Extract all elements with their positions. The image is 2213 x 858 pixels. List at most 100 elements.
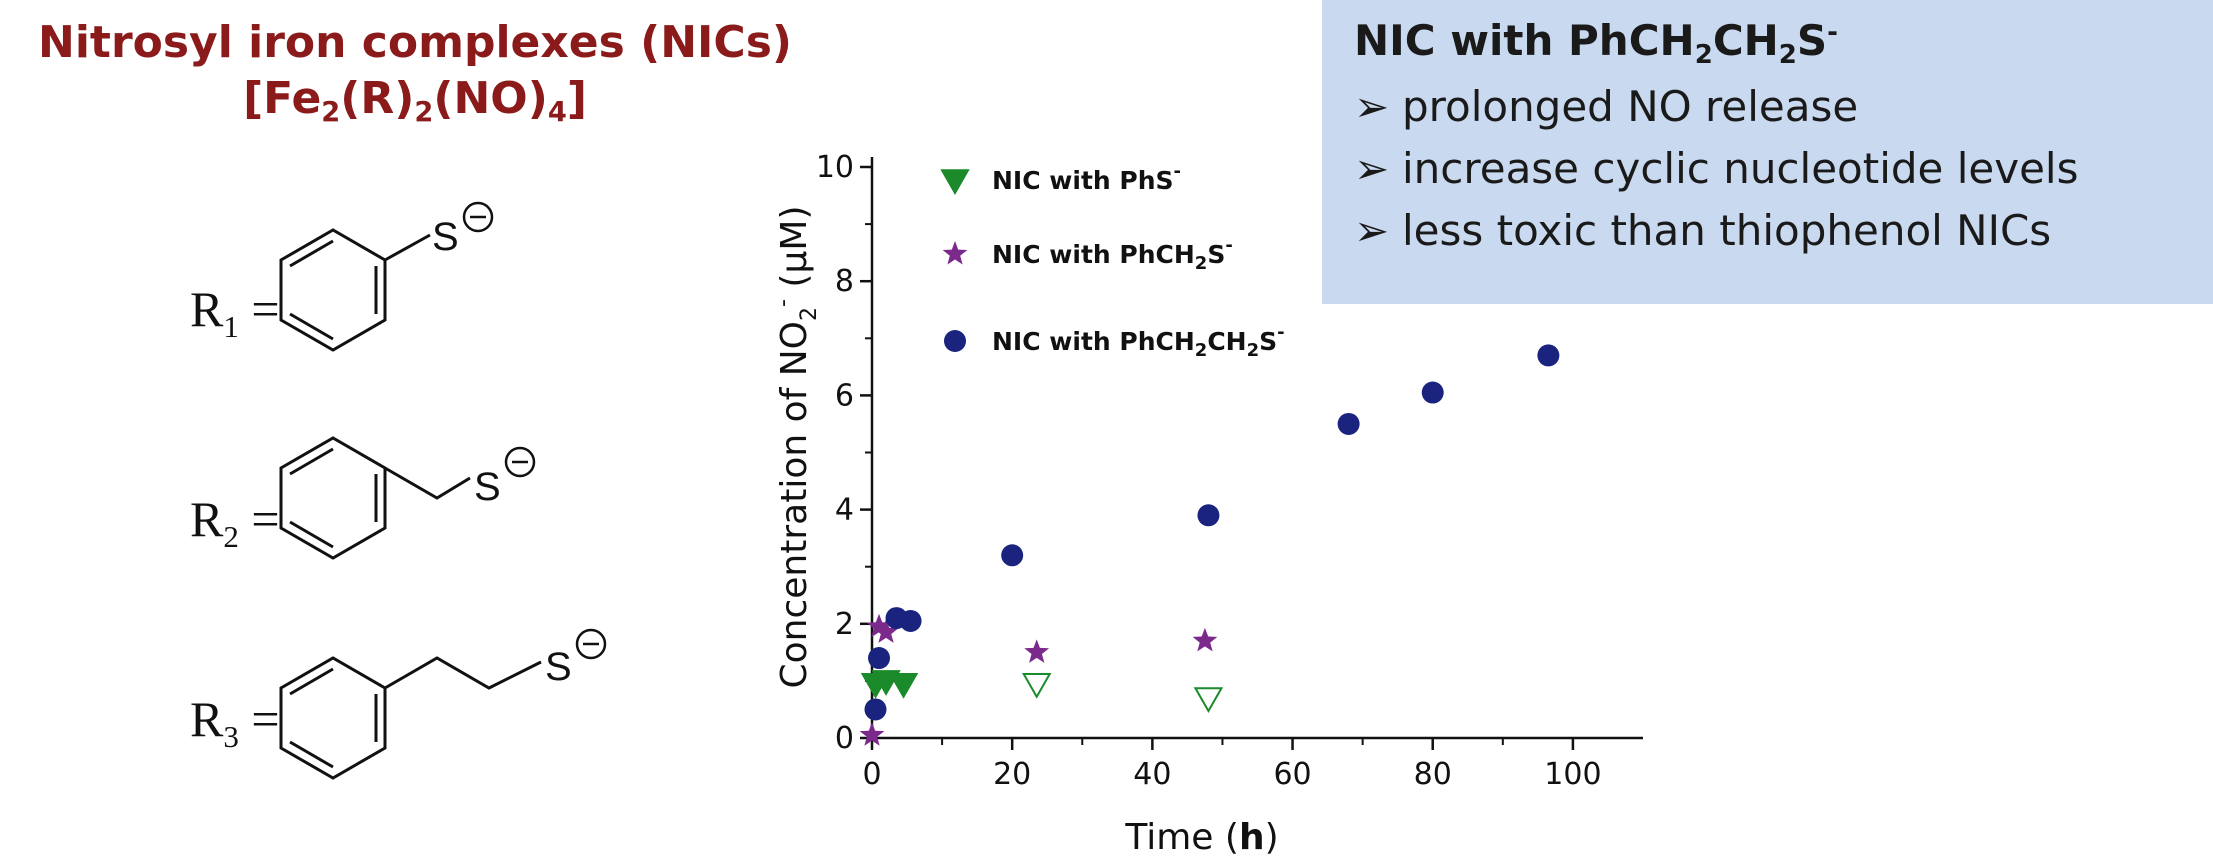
x-tick-label: 100 xyxy=(1544,757,1601,792)
r2-inner-bond-c xyxy=(289,447,334,476)
data-point-series-2 xyxy=(866,613,892,638)
r2-chain xyxy=(384,466,471,500)
x-axis-title-unit: h xyxy=(1239,817,1265,858)
y-tick-label: 10 xyxy=(816,150,854,185)
key-findings-title-sup: - xyxy=(1827,17,1838,48)
finding-item: ➢ prolonged NO release xyxy=(1354,76,2213,138)
r2-benzene-ring xyxy=(279,436,387,560)
legend-label-series-1: NIC with PhS- xyxy=(992,161,1181,195)
chart-marks xyxy=(859,344,1560,746)
key-findings-title: NIC with PhCH2CH2S- xyxy=(1354,16,2213,70)
y-axis-title-sup: - xyxy=(771,299,796,307)
data-point-series-3 xyxy=(1337,412,1360,435)
key-findings-box: NIC with PhCH2CH2S- ➢ prolonged NO releas… xyxy=(1322,0,2213,304)
ligand-r1-sub: 1 xyxy=(223,308,239,344)
ligand-r3-eq: = xyxy=(251,691,280,747)
formula-r-sub: 2 xyxy=(414,97,434,129)
y-axis-title-unit: μM xyxy=(774,220,815,274)
r1-sulfur: S xyxy=(432,215,459,259)
key-findings-title-s: S xyxy=(1796,16,1828,65)
data-point-series-2 xyxy=(1024,639,1050,663)
y-tick-label: 6 xyxy=(835,378,854,413)
legend-label-series-3: NIC with PhCH2CH2S- xyxy=(992,322,1285,361)
y-axis-title-text: Concentration of NO xyxy=(774,321,815,689)
r2-inner-bond-b xyxy=(289,520,334,549)
formula-fe-sub: 2 xyxy=(321,97,341,129)
general-formula: [Fe2(R)2(NO)4] xyxy=(243,73,587,129)
chart-ticks: 0 20 40 60 80 100 0 2 4 6 8 10 xyxy=(816,150,1602,792)
r3-benzene-ring xyxy=(279,656,387,780)
page-title: Nitrosyl iron complexes (NICs) xyxy=(38,17,792,68)
y-axis-title-unit-open: ( xyxy=(774,274,815,300)
r1-negative-charge-icon xyxy=(462,201,494,233)
r1-structure xyxy=(279,228,431,352)
r1-benzene-ring xyxy=(279,228,387,352)
r2-structure xyxy=(279,436,471,560)
r2-sulfur: S xyxy=(474,465,501,509)
ligand-label-r1: R1 = xyxy=(190,280,280,345)
ligand-r2-eq: = xyxy=(251,491,280,547)
finding-item: ➢ increase cyclic nucleotide levels xyxy=(1354,138,2213,200)
r3-inner-bond-b xyxy=(289,740,334,769)
r1-inner-bond-b xyxy=(289,312,334,341)
x-tick-label: 80 xyxy=(1414,757,1452,792)
ligand-r1-eq: = xyxy=(251,281,280,337)
data-point-series-3 xyxy=(868,647,891,670)
finding-text: prolonged NO release xyxy=(1402,81,1859,131)
arrow-bullet-icon: ➢ xyxy=(1354,81,1390,131)
y-tick-label: 4 xyxy=(835,493,854,528)
data-point-series-3 xyxy=(864,698,887,721)
r1-c-s-bond xyxy=(384,233,431,262)
data-point-series-2 xyxy=(873,619,899,643)
x-tick-label: 0 xyxy=(862,757,881,792)
formula-r: (R) xyxy=(340,73,415,124)
formula-fe: Fe xyxy=(263,73,322,124)
key-findings-title-sub1: 2 xyxy=(1694,39,1713,70)
arrow-bullet-icon: ➢ xyxy=(1354,205,1390,255)
ligand-r2-sub: 2 xyxy=(223,518,239,554)
data-point-series-1 xyxy=(888,673,919,699)
r2-negative-charge-icon xyxy=(504,446,536,478)
arrow-bullet-icon: ➢ xyxy=(1354,143,1390,193)
y-tick-label: 0 xyxy=(835,721,854,756)
formula-no-sub: 4 xyxy=(547,97,567,129)
ligand-r3-sub: 3 xyxy=(223,718,239,754)
data-point-series-1 xyxy=(1193,687,1224,714)
y-tick-label: 8 xyxy=(835,264,854,299)
legend-marker-series-1 xyxy=(940,169,970,196)
ligand-label-r2: R2 = xyxy=(190,490,280,555)
x-tick-label: 20 xyxy=(993,757,1031,792)
r3-chain xyxy=(384,656,542,690)
chart-axes xyxy=(870,157,1643,740)
y-axis-title: Concentration of NO2- (μM) xyxy=(771,206,822,689)
ligand-label-r3: R3 = xyxy=(190,690,280,755)
x-tick-label: 60 xyxy=(1273,757,1311,792)
x-tick-label: 40 xyxy=(1133,757,1171,792)
y-axis-title-sub: 2 xyxy=(797,307,822,321)
y-tick-label: 2 xyxy=(835,607,854,642)
data-point-series-3 xyxy=(1001,544,1024,567)
chart-legend: NIC with PhS- NIC with PhCH2S- NIC with Ph… xyxy=(940,161,1285,361)
finding-text: increase cyclic nucleotide levels xyxy=(1402,143,2079,193)
finding-text: less toxic than thiophenol NICs xyxy=(1402,205,2052,255)
r1-inner-bond-c xyxy=(289,239,334,268)
ligand-r1-symbol: R xyxy=(190,281,224,337)
data-point-series-3 xyxy=(1197,504,1220,527)
r3-inner-bond-c xyxy=(289,667,334,696)
formula-no: (NO) xyxy=(433,73,548,124)
r3-negative-charge-icon xyxy=(575,628,607,660)
legend-label-series-2: NIC with PhCH2S- xyxy=(992,235,1233,274)
ligand-structures: S S S xyxy=(279,201,607,780)
key-findings-title-ch: CH xyxy=(1712,16,1779,65)
r3-structure xyxy=(279,656,542,780)
finding-item: ➢ less toxic than thiophenol NICs xyxy=(1354,200,2213,262)
legend-marker-series-3 xyxy=(944,330,966,352)
y-axis-title-unit-close: ) xyxy=(774,206,815,220)
data-point-series-3 xyxy=(899,609,922,632)
ligand-r3-symbol: R xyxy=(190,691,224,747)
x-axis-title-text: Time xyxy=(1124,817,1213,858)
data-point-series-2 xyxy=(1192,627,1218,652)
x-axis-title: Time (h) xyxy=(1124,817,1278,858)
r3-sulfur: S xyxy=(545,645,572,689)
